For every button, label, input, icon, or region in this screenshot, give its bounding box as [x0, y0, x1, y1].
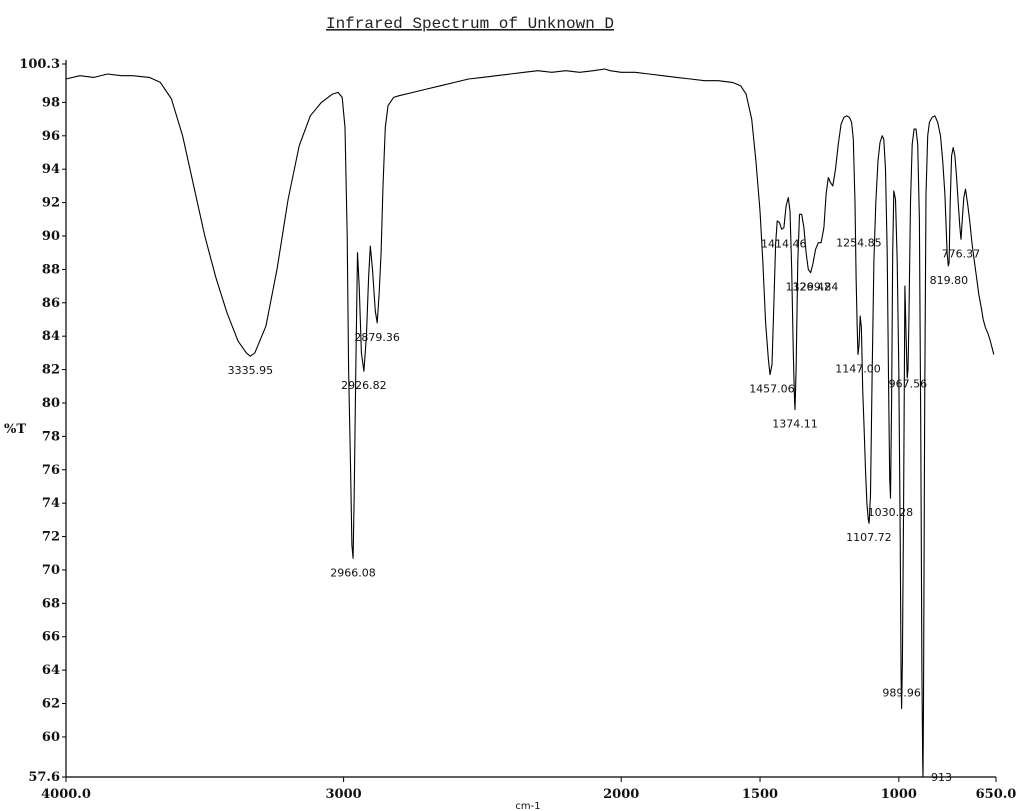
- peak-label: 967.56: [889, 378, 928, 391]
- peak-label: 1147.00: [835, 363, 881, 376]
- y-tick-label: 98: [42, 95, 60, 110]
- y-tick-label: 68: [42, 596, 60, 611]
- y-tick-label: 86: [42, 296, 60, 311]
- x-tick-label: 3000: [326, 787, 362, 802]
- y-tick-label: 62: [42, 697, 60, 712]
- x-tick-label: 1000: [881, 787, 917, 802]
- peak-label: 2966.08: [330, 566, 376, 579]
- x-axis-label: cm-1: [515, 801, 540, 811]
- peak-label: 1254.85: [836, 237, 882, 250]
- peak-annotations: 3335.95 2879.36 2926.82 2966.08 1457.06 1414.…: [228, 237, 981, 784]
- y-tick-label: 80: [42, 396, 60, 411]
- y-tick-label: 70: [42, 563, 60, 578]
- peak-label: 2879.36: [354, 331, 400, 344]
- peak-label: 2926.82: [341, 379, 387, 392]
- x-tick-label: 2000: [603, 787, 639, 802]
- y-axis-label: %T: [4, 422, 26, 437]
- peak-label: 989.96: [882, 687, 921, 700]
- peak-label: 1326.42: [785, 281, 831, 294]
- y-tick-label: 88: [42, 262, 60, 277]
- y-tick-label: 74: [42, 496, 60, 511]
- peak-label: 1414.46: [761, 237, 807, 250]
- y-tick-label: 90: [42, 229, 60, 244]
- x-tick-label: 650.0: [976, 787, 1017, 802]
- peak-label: 776.37: [942, 247, 981, 260]
- peak-label: 3335.95: [228, 364, 274, 377]
- y-tick-label: 96: [42, 129, 60, 144]
- y-tick-label: 72: [42, 530, 60, 545]
- axes: [65, 60, 996, 778]
- y-tick-label: 64: [42, 663, 60, 678]
- y-tick-label: 84: [42, 329, 60, 344]
- y-tick-label: 78: [42, 429, 60, 444]
- y-tick-label: 66: [42, 630, 60, 645]
- spectrum-line: [65, 68, 995, 778]
- y-tick-label: 57.6: [28, 770, 60, 785]
- y-tick-label: 92: [42, 196, 60, 211]
- peak-label: 1374.11: [772, 418, 818, 431]
- y-tick-label: 94: [42, 162, 60, 177]
- peak-label: 1457.06: [749, 383, 795, 396]
- peak-label: 913: [931, 771, 952, 784]
- y-tick-label: 100.3: [19, 57, 60, 72]
- y-tick-label: 60: [42, 730, 60, 745]
- axis-ticks: 100.3 98 96 94 92 90 88 86 84 82 80 78 76 74 72 70 68 66 6…: [19, 57, 1016, 802]
- y-tick-label: 76: [42, 463, 60, 478]
- spectrum-series: [65, 68, 995, 778]
- y-tick-label: 82: [42, 363, 60, 378]
- peak-label: 1299.84: [793, 281, 839, 294]
- peak-label: 819.80: [930, 274, 969, 287]
- peak-label: 1107.72: [846, 531, 892, 544]
- x-tick-label: 1500: [742, 787, 778, 802]
- chart-title: Infrared Spectrum of Unknown D: [326, 15, 614, 33]
- x-tick-label: 4000.0: [41, 787, 91, 802]
- peak-label: 1030.28: [868, 506, 914, 519]
